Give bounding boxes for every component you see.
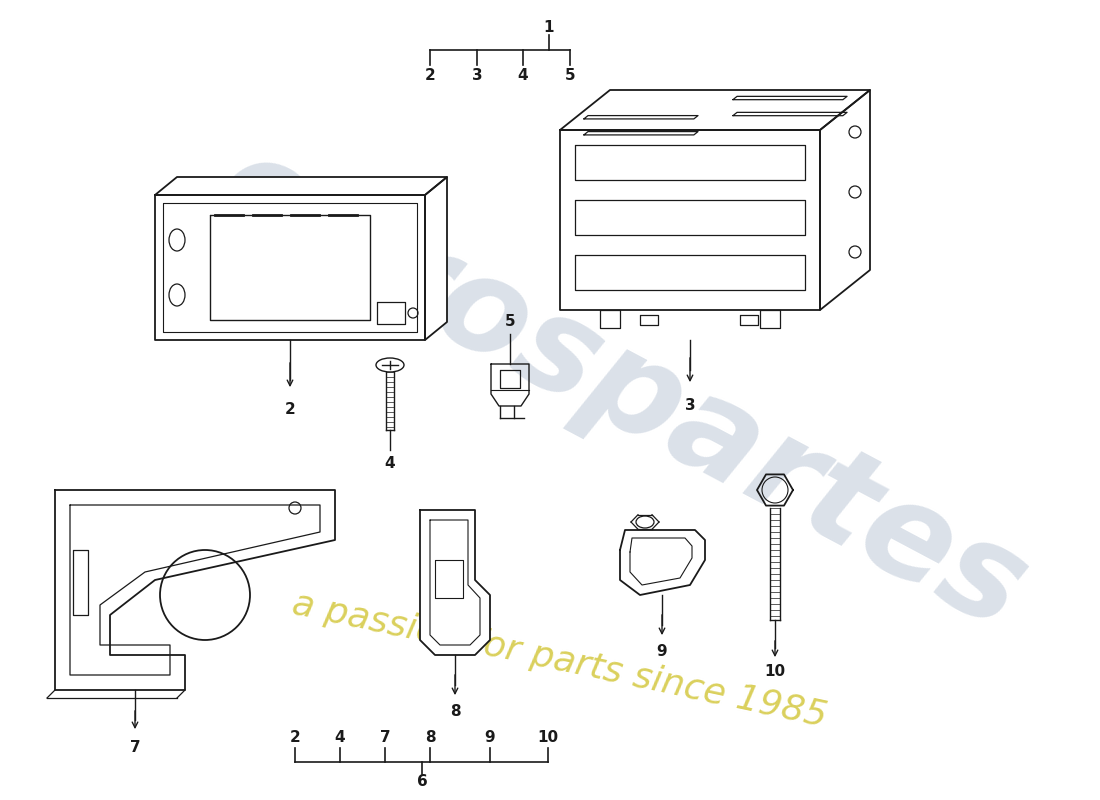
Text: 10: 10 xyxy=(764,665,785,679)
Polygon shape xyxy=(155,177,447,195)
Text: 3: 3 xyxy=(472,67,482,82)
Text: 5: 5 xyxy=(564,67,575,82)
Polygon shape xyxy=(420,510,490,655)
Text: 7: 7 xyxy=(379,730,390,746)
Text: 10: 10 xyxy=(538,730,559,746)
Polygon shape xyxy=(620,530,705,595)
Text: 2: 2 xyxy=(285,402,296,418)
Polygon shape xyxy=(155,195,425,340)
Text: 2: 2 xyxy=(425,67,436,82)
Text: 4: 4 xyxy=(334,730,345,746)
Text: eurospartes: eurospartes xyxy=(194,123,1046,657)
Text: a passion for parts since 1985: a passion for parts since 1985 xyxy=(289,586,830,734)
Text: 9: 9 xyxy=(657,645,668,659)
Text: 4: 4 xyxy=(518,67,528,82)
Text: 1: 1 xyxy=(543,21,554,35)
Polygon shape xyxy=(560,90,870,130)
Text: 9: 9 xyxy=(485,730,495,746)
Text: 6: 6 xyxy=(417,774,428,790)
Text: 2: 2 xyxy=(289,730,300,746)
Text: 8: 8 xyxy=(450,705,460,719)
Text: 8: 8 xyxy=(425,730,436,746)
Text: 4: 4 xyxy=(385,455,395,470)
Text: 3: 3 xyxy=(684,398,695,413)
Polygon shape xyxy=(55,490,336,690)
Polygon shape xyxy=(560,130,820,310)
Polygon shape xyxy=(820,90,870,310)
Text: 5: 5 xyxy=(505,314,515,330)
Text: 7: 7 xyxy=(130,741,141,755)
Polygon shape xyxy=(425,177,447,340)
